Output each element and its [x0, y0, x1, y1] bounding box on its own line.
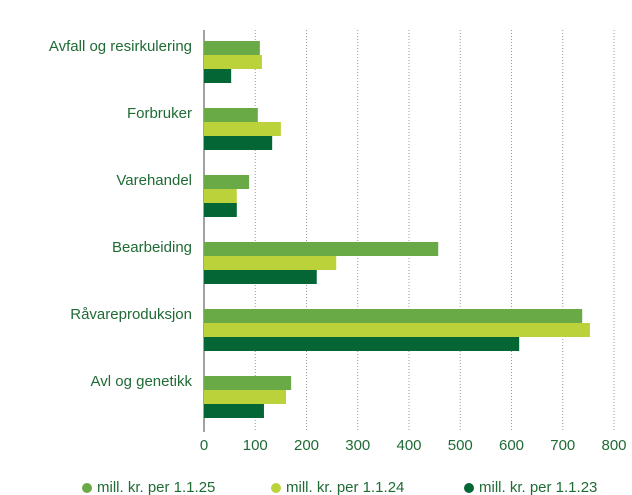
x-tick-label: 800	[601, 437, 626, 454]
x-tick-label: 300	[345, 437, 370, 454]
legend-marker	[271, 483, 281, 493]
bar	[204, 242, 439, 256]
legend-label: mill. kr. per 1.1.24	[286, 479, 404, 495]
bar	[204, 390, 286, 404]
bar	[204, 323, 590, 337]
y-tick-label: Avfall og resirkulering	[49, 38, 192, 55]
bar	[204, 256, 337, 270]
bar	[204, 309, 583, 323]
x-tick-label: 600	[499, 437, 524, 454]
y-tick-label: Avl og genetikk	[91, 373, 193, 390]
bar	[204, 404, 264, 418]
x-tick-label: 0	[200, 437, 208, 454]
y-tick-label: Forbruker	[127, 105, 192, 122]
bar	[204, 270, 317, 284]
x-tick-label: 200	[294, 437, 319, 454]
bar	[204, 203, 237, 217]
bar	[204, 55, 262, 69]
y-tick-label: Bearbeiding	[112, 239, 192, 256]
bar	[204, 337, 520, 351]
legend-marker	[82, 483, 92, 493]
x-tick-label: 400	[396, 437, 421, 454]
x-tick-label: 700	[550, 437, 575, 454]
bar	[204, 69, 232, 83]
bar	[204, 175, 250, 189]
x-tick-label: 100	[243, 437, 268, 454]
bar	[204, 41, 260, 55]
legend-label: mill. kr. per 1.1.23	[479, 479, 597, 495]
legend-marker	[464, 483, 474, 493]
y-tick-label: Råvareproduksjon	[70, 306, 192, 323]
bar	[204, 136, 273, 150]
bar	[204, 122, 281, 136]
x-tick-label: 500	[448, 437, 473, 454]
bar	[204, 376, 292, 390]
y-tick-label: Varehandel	[116, 172, 192, 189]
bar	[204, 108, 258, 122]
legend-label: mill. kr. per 1.1.25	[97, 479, 215, 495]
bar	[204, 189, 237, 203]
